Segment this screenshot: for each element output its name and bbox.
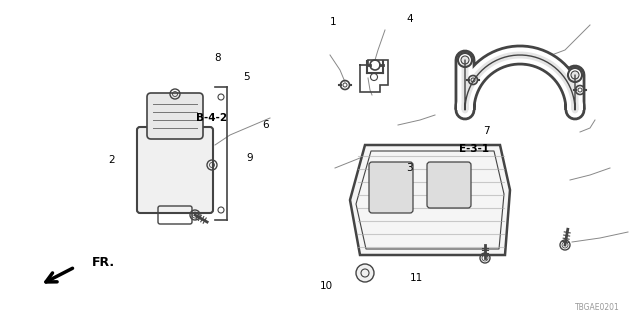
Circle shape — [356, 264, 374, 282]
Polygon shape — [350, 145, 510, 255]
Text: 11: 11 — [410, 273, 422, 284]
Text: 8: 8 — [214, 52, 221, 63]
Text: TBGAE0201: TBGAE0201 — [575, 303, 620, 312]
FancyBboxPatch shape — [137, 127, 213, 213]
FancyBboxPatch shape — [427, 162, 471, 208]
Text: 1: 1 — [330, 17, 336, 28]
Text: 10: 10 — [320, 281, 333, 292]
Text: 4: 4 — [406, 14, 413, 24]
Text: 3: 3 — [406, 163, 413, 173]
FancyBboxPatch shape — [369, 162, 413, 213]
Text: E-3-1: E-3-1 — [458, 144, 489, 154]
Text: 9: 9 — [246, 153, 253, 164]
Text: B-4-2: B-4-2 — [196, 113, 227, 124]
Text: FR.: FR. — [92, 257, 115, 269]
FancyBboxPatch shape — [147, 93, 203, 139]
Text: 6: 6 — [262, 120, 269, 130]
Text: 7: 7 — [483, 126, 490, 136]
Text: 5: 5 — [243, 72, 250, 82]
Text: 2: 2 — [109, 155, 115, 165]
